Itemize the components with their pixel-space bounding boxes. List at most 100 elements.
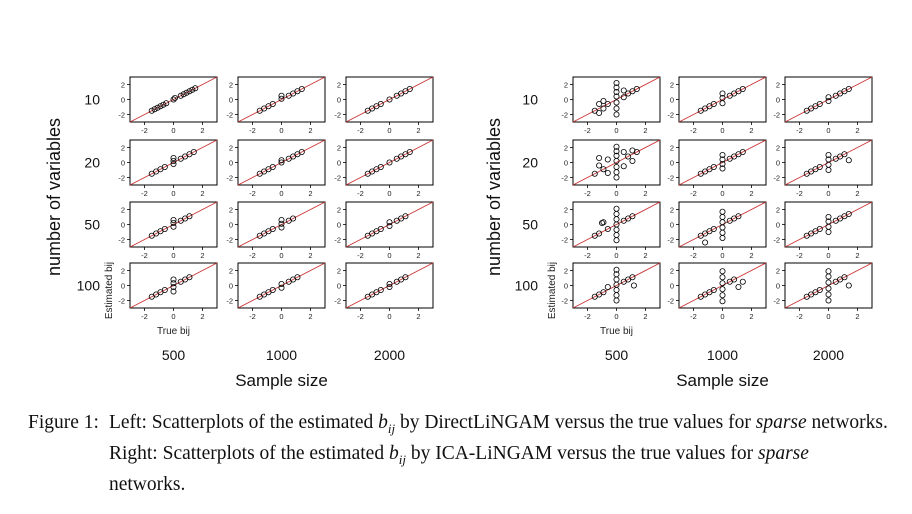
x-tick-label: 0	[279, 126, 283, 135]
x-tick-label: 0	[279, 189, 283, 198]
data-point	[719, 298, 726, 305]
column-label: 1000	[266, 347, 297, 363]
x-tick-label: -2	[141, 189, 148, 198]
data-point	[825, 94, 832, 101]
y-tick-label: 2	[121, 267, 125, 276]
data-point	[402, 274, 409, 281]
data-point	[170, 276, 177, 283]
data-point	[604, 283, 611, 290]
data-point	[269, 101, 276, 108]
y-tick-label: 0	[776, 96, 780, 105]
column-label: 2000	[374, 347, 405, 363]
row-label: 100	[515, 278, 539, 294]
row-label: 100	[77, 278, 101, 294]
data-point	[170, 154, 177, 161]
y-tick-label: 0	[121, 282, 125, 291]
caption-part2: by DirectLiNGAM versus the true values f…	[399, 412, 751, 433]
data-point	[278, 280, 285, 287]
data-point	[719, 156, 726, 163]
data-point	[386, 219, 393, 226]
y-tick-label: 0	[564, 159, 568, 168]
x-tick-label: -2	[141, 251, 148, 260]
data-point	[613, 80, 620, 87]
y-tick-label: -2	[561, 236, 568, 245]
data-point	[170, 223, 177, 230]
data-point	[170, 216, 177, 223]
y-tick-label: 0	[337, 282, 341, 291]
data-point	[183, 89, 190, 96]
caption-part5: for	[730, 442, 754, 464]
x-tick-label: -2	[249, 251, 256, 260]
data-point	[719, 274, 726, 281]
data-point	[192, 85, 199, 92]
caption-bij2: b	[388, 442, 399, 464]
y-tick-label: 2	[776, 81, 780, 90]
y-tick-label: 0	[229, 282, 233, 291]
caption-sub: ij	[387, 420, 396, 436]
data-point	[613, 111, 620, 118]
y-tick-label: 2	[776, 206, 780, 215]
data-point	[845, 157, 852, 164]
data-point	[604, 101, 611, 108]
data-point	[386, 159, 393, 166]
y-tick-label: 0	[121, 96, 125, 105]
data-point	[739, 86, 746, 93]
data-point	[148, 107, 155, 114]
row-label: 50	[522, 217, 538, 233]
x-tick-label: -2	[249, 126, 256, 135]
data-point	[735, 283, 742, 290]
data-point	[719, 90, 726, 97]
reference-line	[237, 201, 326, 248]
y-tick-label: 2	[564, 144, 568, 153]
data-point	[625, 153, 632, 160]
x-tick-label: 0	[614, 251, 618, 260]
data-point	[613, 99, 620, 106]
x-tick-label: 2	[308, 126, 312, 135]
x-tick-label: 0	[826, 189, 830, 198]
y-tick-label: 0	[564, 282, 568, 291]
x-tick-label: 2	[200, 189, 204, 198]
x-tick-label: 0	[826, 312, 830, 321]
y-tick-label: 2	[337, 206, 341, 215]
y-tick-label: 0	[121, 159, 125, 168]
data-point	[596, 110, 603, 117]
panel-y-label: Estimated bij	[104, 262, 115, 319]
data-point	[290, 215, 297, 222]
data-point	[596, 101, 603, 108]
data-point	[406, 86, 413, 93]
data-point	[170, 96, 177, 103]
reference-line	[345, 76, 434, 123]
data-point	[154, 104, 161, 111]
data-point	[600, 289, 607, 296]
data-point	[170, 160, 177, 167]
data-point	[613, 205, 620, 212]
y-tick-label: 2	[564, 267, 568, 276]
reference-line	[129, 76, 218, 123]
x-tick-label: -2	[357, 251, 364, 260]
x-tick-label: 0	[720, 251, 724, 260]
y-tick-label: -2	[667, 111, 674, 120]
column-label: 1000	[707, 347, 738, 363]
caption-part1: Left: Scatterplots of the estimated	[108, 412, 374, 433]
data-point	[620, 148, 627, 155]
y-tick-label: -2	[226, 297, 233, 306]
x-tick-label: 2	[643, 312, 647, 321]
panel-y-label: Estimated bij	[547, 262, 558, 319]
x-tick-label: 2	[855, 126, 859, 135]
data-point	[180, 91, 187, 98]
reference-line	[678, 139, 767, 186]
column-label: 500	[605, 347, 629, 363]
x-tick-label: 0	[614, 312, 618, 321]
data-point	[825, 218, 832, 225]
y-tick-label: 2	[121, 144, 125, 153]
data-point	[278, 220, 285, 227]
y-tick-label: -2	[667, 236, 674, 245]
data-point	[596, 230, 603, 237]
x-tick-label: -2	[584, 126, 591, 135]
y-tick-label: -2	[226, 174, 233, 183]
y-tick-label: 0	[776, 159, 780, 168]
data-point	[719, 165, 726, 172]
row-label: 20	[84, 155, 100, 171]
x-tick-label: 2	[749, 189, 753, 198]
